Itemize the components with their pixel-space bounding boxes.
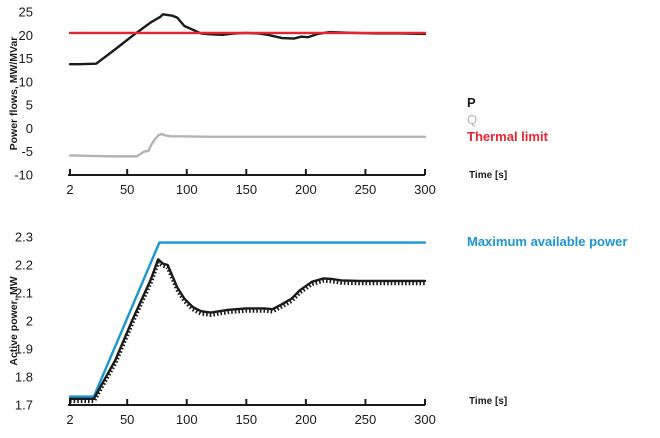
y-tick-label: 2.1 (15, 286, 33, 301)
x-tick-label: 200 (295, 182, 317, 197)
x-tick-label: 150 (235, 182, 257, 197)
x-tick-label: 250 (355, 412, 377, 427)
y-tick-label: -10 (14, 168, 33, 183)
x-tick-label: 100 (176, 182, 198, 197)
y-tick-label: 1.7 (15, 398, 33, 413)
x-tick-label: 50 (120, 182, 134, 197)
y-tick-label: 10 (19, 74, 33, 89)
x-axis-label: Time [s] (469, 170, 507, 181)
series-line (68, 258, 427, 401)
series-dotted-line (70, 260, 425, 404)
p-line (68, 13, 427, 66)
y-tick-label: 2.2 (15, 258, 33, 273)
q-line (68, 132, 427, 158)
x-tick-label: 2 (66, 182, 73, 197)
x-axis-label: Time [s] (469, 396, 507, 407)
y-tick-label: 5 (26, 98, 33, 113)
x-tick-label: 50 (120, 412, 134, 427)
x-tick-label: 300 (414, 412, 436, 427)
legend-p: P (467, 95, 476, 110)
legend-maximum-available-power: Maximum available power (467, 234, 627, 249)
x-tick-label: 150 (235, 412, 257, 427)
y-axis-label: Power flows, MW/MVar (8, 37, 20, 151)
x-tick-label: 2 (66, 412, 73, 427)
y-tick-label: 1.8 (15, 370, 33, 385)
x-tick-label: 250 (355, 182, 377, 197)
y-tick-label: 0 (26, 121, 33, 136)
y-tick-label: 2 (26, 314, 33, 329)
x-tick-label: 300 (414, 182, 436, 197)
legend-q: Q (467, 112, 477, 127)
x-tick-label: 200 (295, 412, 317, 427)
y-tick-label: 15 (19, 51, 33, 66)
active-power-chart: 2 50 100 150 200 250 3001.71.81.922.12.22.3Act… (8, 230, 627, 428)
y-axis-label: Active power, MW (8, 276, 20, 365)
y-tick-label: 1.9 (15, 342, 33, 357)
y-tick-label: 20 (19, 28, 33, 43)
y-tick-label: 25 (19, 5, 33, 20)
legend-thermal-limit: Thermal limit (467, 129, 549, 144)
y-tick-label: 2.3 (15, 230, 33, 245)
y-tick-label: -5 (21, 144, 33, 159)
maximum-available-power-line (68, 241, 427, 398)
x-tick-label: 100 (176, 412, 198, 427)
